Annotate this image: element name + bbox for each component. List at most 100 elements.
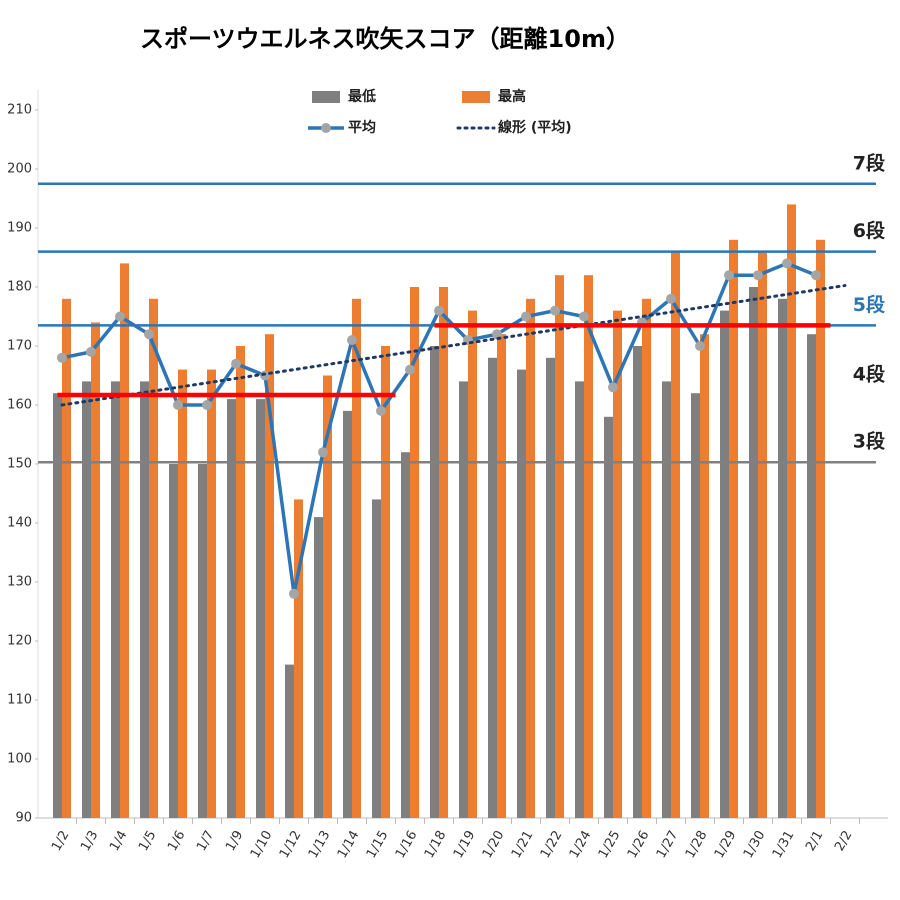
x-tick-label: 1/30	[741, 828, 769, 861]
level-label: 4段	[853, 362, 886, 385]
bar	[294, 499, 303, 818]
y-tick-label: 120	[7, 634, 32, 649]
average-marker	[144, 329, 154, 340]
legend-swatch	[462, 91, 490, 103]
level-label: 7段	[853, 151, 886, 174]
bar	[807, 334, 816, 818]
bar	[352, 298, 361, 818]
y-tick-label: 200	[7, 162, 32, 177]
x-tick-label: 1/24	[567, 828, 595, 861]
bar	[285, 664, 294, 818]
bar	[439, 287, 448, 818]
level-label: 6段	[853, 219, 886, 242]
average-marker	[811, 270, 821, 281]
x-tick-label: 1/15	[364, 828, 392, 861]
x-tick-label: 1/21	[509, 828, 537, 861]
x-tick-label: 1/20	[480, 828, 508, 861]
x-tick-label: 1/2	[49, 828, 72, 854]
x-tick-label: 1/13	[306, 828, 334, 861]
average-marker	[57, 352, 67, 363]
x-tick-label: 1/22	[538, 828, 566, 861]
bar	[662, 381, 671, 818]
average-marker	[753, 270, 763, 281]
average-marker	[782, 258, 792, 269]
average-marker	[695, 341, 705, 351]
average-marker	[492, 329, 502, 340]
x-tick-label: 1/14	[335, 828, 363, 861]
bar	[526, 298, 535, 818]
average-marker	[318, 447, 328, 458]
y-tick-label: 140	[7, 516, 32, 531]
y-tick-label: 160	[7, 398, 32, 413]
y-tick-label: 100	[7, 752, 32, 767]
bar	[169, 464, 178, 818]
bar	[575, 381, 584, 818]
bar	[642, 298, 651, 818]
average-marker	[376, 405, 386, 416]
bar	[430, 346, 439, 818]
bar	[604, 416, 613, 818]
bar	[700, 334, 709, 818]
legend-swatch	[312, 91, 340, 103]
legend-label: 線形 (平均)	[498, 119, 572, 136]
average-marker	[202, 400, 212, 410]
trend-line	[60, 284, 847, 407]
x-tick-label: 2/2	[832, 828, 855, 854]
bar	[198, 464, 207, 818]
bar	[178, 369, 187, 818]
x-tick-label: 1/3	[78, 828, 101, 854]
x-tick-label: 1/28	[683, 828, 711, 861]
bar	[381, 346, 390, 818]
bar	[633, 346, 642, 818]
bar	[749, 287, 758, 818]
bar	[720, 310, 729, 818]
bar	[546, 357, 555, 818]
average-marker	[347, 335, 357, 346]
bar	[314, 517, 323, 818]
legend-marker	[321, 123, 331, 133]
x-tick-label: 1/19	[451, 828, 479, 861]
legend-label: 最低	[348, 88, 376, 105]
bar	[82, 381, 91, 818]
bar	[671, 251, 680, 819]
bar	[488, 357, 497, 818]
average-marker	[666, 293, 676, 304]
bar	[323, 375, 332, 818]
x-tick-label: 1/27	[654, 828, 682, 861]
y-tick-label: 190	[7, 221, 32, 236]
x-tick-label: 1/4	[107, 828, 130, 854]
y-tick-label: 90	[15, 811, 32, 826]
chart-title: スポーツウエルネス吹矢スコア（距離10m）	[140, 25, 630, 53]
bar	[729, 239, 738, 819]
bar	[758, 251, 767, 819]
legend-label: 平均	[348, 119, 376, 136]
y-tick-label: 150	[7, 457, 32, 472]
bar	[410, 287, 419, 818]
average-marker	[434, 305, 444, 316]
average-marker	[724, 270, 734, 281]
bar	[265, 334, 274, 818]
y-tick-label: 170	[7, 339, 32, 354]
x-tick-label: 1/12	[277, 828, 305, 861]
bar	[497, 334, 506, 818]
x-tick-label: 1/10	[248, 828, 276, 861]
average-marker	[115, 311, 125, 322]
y-tick-label: 210	[7, 103, 32, 118]
average-marker	[289, 588, 299, 599]
y-tick-label: 130	[7, 575, 32, 590]
bar	[62, 298, 71, 818]
legend-label: 最高	[498, 88, 526, 105]
x-tick-label: 1/7	[194, 828, 217, 854]
x-tick-label: 1/26	[625, 828, 653, 861]
bar	[343, 410, 352, 818]
bar	[691, 393, 700, 818]
x-tick-label: 1/18	[422, 828, 450, 861]
x-tick-label: 1/5	[136, 828, 159, 854]
bar	[401, 452, 410, 818]
average-marker	[86, 346, 96, 357]
bar	[120, 263, 129, 818]
average-marker	[550, 305, 560, 316]
bar	[53, 393, 62, 818]
average-marker	[405, 364, 415, 375]
average-marker	[608, 382, 618, 393]
